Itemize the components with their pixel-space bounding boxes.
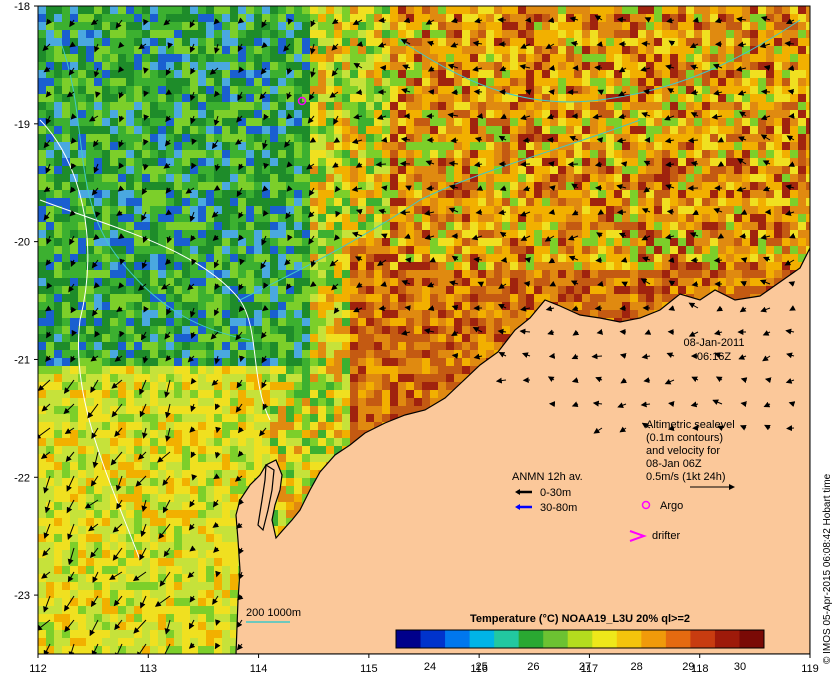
colorbar-cell <box>396 630 421 648</box>
velocity-arrow <box>526 20 530 21</box>
anmn-legend-title: ANMN 12h av. <box>512 471 583 483</box>
colorbar-cell <box>617 630 642 648</box>
colorbar-title: Temperature (°C) NOAA19_L3U 20% ql>=2 <box>470 613 690 625</box>
lon-tick-label: 113 <box>140 663 158 675</box>
sealevel-note-line: 08-Jan 06Z <box>646 458 702 470</box>
sealevel-note-line: Altimetric sealevel <box>646 419 735 431</box>
colorbar-tick-label: 30 <box>734 661 746 673</box>
velocity-arrow <box>502 260 506 261</box>
velocity-arrow <box>642 43 650 44</box>
velocity-arrow <box>406 259 410 260</box>
colorbar-cell <box>421 630 446 648</box>
date-label: 08-Jan-2011 <box>684 337 745 349</box>
lat-tick-label: -23 <box>14 590 30 602</box>
isobath-label: 200 1000m <box>246 607 301 619</box>
lon-tick-label: 114 <box>250 663 268 675</box>
lat-tick-label: -18 <box>14 1 30 13</box>
colorbar-tick-label: 26 <box>527 661 539 673</box>
lat-tick-label: -22 <box>14 472 30 484</box>
argo-legend-label: Argo <box>660 500 683 512</box>
velocity-arrow <box>475 91 482 92</box>
velocity-arrow <box>377 164 386 165</box>
colorbar-cell <box>543 630 568 648</box>
sealevel-note-line: (0.1m contours) <box>646 432 723 444</box>
latitude-axis: -18 -19 -20 -21 -22 -23 <box>14 1 38 602</box>
lon-tick-label: 115 <box>360 663 378 675</box>
colorbar-cell <box>568 630 593 648</box>
map-plot-area <box>36 6 814 660</box>
velocity-arrow <box>618 19 626 20</box>
colorbar-tick-label: 28 <box>631 661 643 673</box>
time-label: 06:16Z <box>697 351 732 363</box>
lat-tick-label: -20 <box>14 237 30 249</box>
colorbar-cell <box>690 630 715 648</box>
velocity-arrow <box>429 91 434 92</box>
velocity-arrow <box>569 164 578 165</box>
velocity-arrow <box>787 428 794 429</box>
colorbar-tick-label: 29 <box>682 661 694 673</box>
sealevel-note-line: 0.5m/s (1kt 24h) <box>646 471 725 483</box>
lat-tick-label: -21 <box>14 354 30 366</box>
colorbar-cell <box>641 630 666 648</box>
velocity-arrow <box>382 187 386 188</box>
lon-tick-label: 119 <box>801 663 819 675</box>
colorbar-cell <box>519 630 544 648</box>
colorbar-cell <box>715 630 740 648</box>
lat-tick-label: -19 <box>14 119 30 131</box>
colorbar-cell <box>494 630 519 648</box>
velocity-arrow <box>692 260 698 261</box>
colorbar-cell <box>592 630 617 648</box>
drifter-legend-label: drifter <box>652 530 680 542</box>
velocity-arrow <box>595 67 602 68</box>
velocity-arrow <box>762 91 770 92</box>
velocity-arrow <box>405 307 410 308</box>
colorbar-tick-label: 24 <box>424 661 436 673</box>
velocity-arrow <box>550 356 554 357</box>
velocity-arrow <box>715 260 722 261</box>
sealevel-note-line: and velocity for <box>646 445 720 457</box>
credit-text: © IMOS 05-Apr-2015 06:08:42 Hobart time <box>822 473 833 664</box>
colorbar-cell <box>470 630 495 648</box>
velocity-arrow <box>596 308 602 309</box>
velocity-arrow <box>596 260 602 261</box>
anmn-shallow-label: 0-30m <box>540 487 571 499</box>
lon-tick-label: 112 <box>29 663 47 675</box>
colorbar-cell <box>445 630 470 648</box>
velocity-arrow <box>789 116 794 117</box>
velocity-arrow <box>668 211 674 212</box>
velocity-arrow <box>478 116 482 117</box>
colorbar-cell <box>666 630 691 648</box>
colorbar-cell <box>739 630 764 648</box>
velocity-arrow <box>549 91 554 92</box>
colorbar-tick-label: 27 <box>579 661 591 673</box>
anmn-deep-label: 30-80m <box>540 502 577 514</box>
colorbar-tick-label: 25 <box>476 661 488 673</box>
